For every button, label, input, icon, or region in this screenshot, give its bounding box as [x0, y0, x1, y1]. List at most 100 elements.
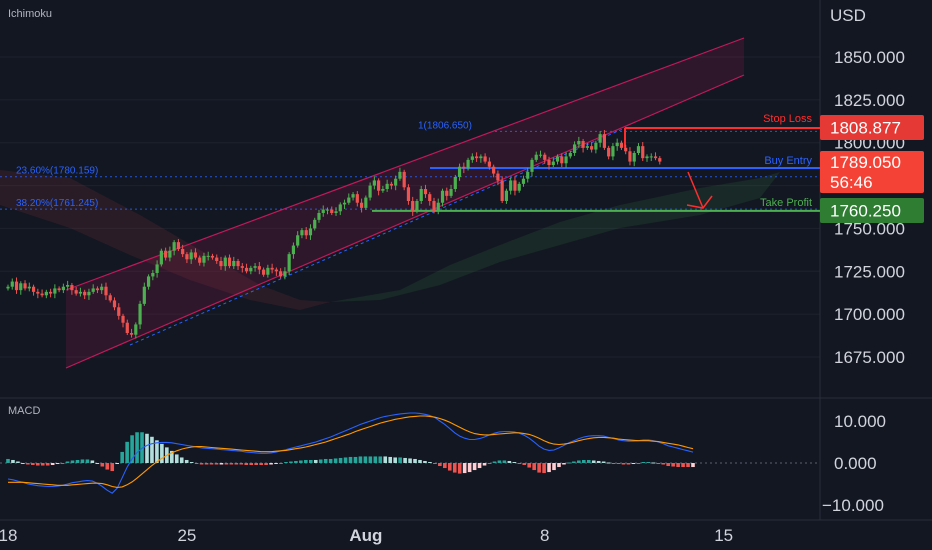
- candle-body: [411, 201, 415, 212]
- candle-body: [168, 250, 172, 258]
- macd-histogram-bar: [408, 458, 412, 463]
- candle-body: [598, 134, 602, 143]
- macd-histogram-bar: [328, 458, 333, 463]
- macd-histogram-bar: [80, 459, 85, 463]
- macd-histogram-bar: [21, 463, 25, 464]
- macd-histogram-bar: [264, 463, 268, 466]
- macd-histogram-bar: [596, 460, 601, 463]
- candle-body: [176, 242, 180, 249]
- candle-body: [23, 283, 27, 289]
- candle-body: [641, 146, 645, 159]
- candle-body: [377, 180, 381, 191]
- macd-line: [7, 412, 694, 494]
- candle-body: [240, 266, 244, 268]
- macd-histogram-bar: [497, 460, 502, 463]
- candle-body: [91, 288, 95, 292]
- candle-body: [121, 315, 125, 323]
- macd-histogram-bar: [686, 463, 690, 468]
- macd-histogram-bar: [125, 441, 129, 463]
- candle-body: [108, 295, 112, 301]
- macd-histogram-bar: [35, 463, 40, 466]
- candle-body: [585, 146, 589, 148]
- candle-body: [547, 159, 551, 165]
- macd-histogram-bar: [547, 463, 551, 473]
- candle-body: [645, 156, 649, 159]
- macd-histogram-bar: [457, 463, 462, 474]
- macd-histogram-bar: [651, 462, 656, 464]
- candle-body: [181, 249, 185, 255]
- take-profit-price-badge: 1760.250: [830, 202, 901, 221]
- candle-body: [381, 189, 385, 191]
- macd-histogram-bar: [586, 459, 591, 463]
- candle-body: [419, 189, 423, 201]
- candle-body: [325, 209, 330, 211]
- candle-body: [624, 147, 628, 152]
- candle-body: [151, 273, 155, 277]
- macd-tick-label: −10.000: [822, 496, 884, 515]
- macd-histogram-bar: [204, 463, 209, 465]
- macd-histogram-bar: [433, 463, 437, 464]
- candle-body: [466, 159, 470, 169]
- currency-label: USD: [830, 6, 866, 25]
- candle-body: [270, 267, 274, 270]
- candle-body: [658, 158, 662, 162]
- macd-tick-label: 10.000: [834, 412, 886, 431]
- candle-body: [142, 286, 146, 304]
- macd-histogram-bar: [239, 463, 244, 465]
- candle-body: [590, 146, 594, 150]
- candle-body: [611, 146, 615, 157]
- candle-body: [364, 197, 368, 208]
- signal-line: [8, 415, 694, 488]
- candle-body: [509, 180, 513, 191]
- candle-body: [649, 156, 653, 158]
- candle-body: [615, 142, 619, 147]
- fibonacci-levels[interactable]: 1(1806.650) 23.60%(1780.159) 38.20%(1761.2…: [0, 120, 820, 210]
- stop-loss-label: Stop Loss: [763, 113, 812, 125]
- macd-histogram-bar: [666, 463, 670, 467]
- macd-histogram-bar: [189, 461, 194, 463]
- candle-body: [394, 178, 398, 186]
- candlestick-series: [6, 130, 662, 339]
- macd-histogram-bar: [507, 460, 512, 463]
- price-tick-label: 1750.000: [834, 219, 905, 238]
- time-tick-label: Aug: [349, 526, 382, 545]
- macd-histogram-bar: [308, 459, 313, 463]
- macd-histogram-bar: [45, 463, 50, 466]
- candle-body: [475, 156, 479, 159]
- macd-histogram-bar: [383, 456, 388, 463]
- price-tick-label: 1725.000: [834, 262, 905, 281]
- macd-histogram-bar: [219, 463, 224, 465]
- candle-body: [619, 142, 624, 148]
- macd-histogram-bar: [616, 463, 621, 465]
- candle-body: [100, 286, 104, 291]
- candle-body: [193, 252, 198, 258]
- indicator-label[interactable]: Ichimoku: [8, 8, 52, 20]
- cloud-bull: [330, 172, 780, 302]
- macd-histogram-bar: [462, 463, 467, 474]
- macd-histogram-bar: [527, 463, 531, 468]
- macd-histogram-bar: [299, 460, 303, 463]
- candle-body: [483, 156, 487, 162]
- candle-body: [49, 291, 53, 294]
- macd-histogram-bar: [294, 460, 298, 463]
- macd-histogram-bar: [477, 463, 482, 469]
- candle-body: [568, 153, 572, 157]
- candle-body: [432, 201, 436, 212]
- candle-body: [155, 264, 159, 273]
- macd-histogram-bar: [438, 463, 442, 467]
- macd-histogram-bar: [209, 463, 214, 465]
- macd-histogram-bar: [413, 458, 417, 463]
- candle-body: [87, 291, 91, 296]
- macd-histogram-bar: [333, 458, 338, 463]
- candle-body: [262, 269, 266, 275]
- candle-body: [555, 156, 560, 162]
- macd-histogram-bar: [85, 459, 90, 463]
- macd-histogram-bar: [105, 463, 110, 470]
- candle-body: [227, 257, 232, 267]
- candle-body: [78, 291, 83, 294]
- candle-body: [164, 250, 168, 258]
- macd-histogram-bar: [150, 436, 154, 463]
- macd-histogram-bar: [363, 456, 368, 463]
- macd-histogram-bar: [11, 459, 15, 463]
